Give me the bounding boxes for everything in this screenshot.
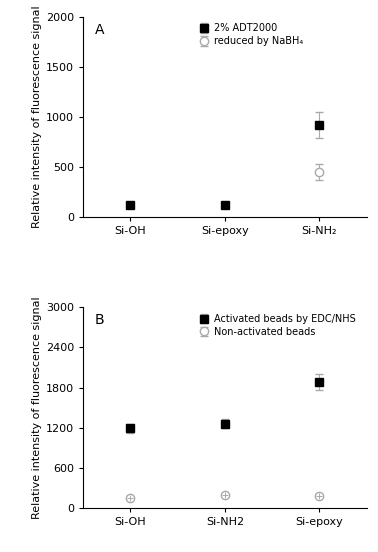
- Legend: Activated beads by EDC/NHS, Non-activated beads: Activated beads by EDC/NHS, Non-activate…: [196, 312, 358, 339]
- Y-axis label: Relative intensity of fluorescence signal: Relative intensity of fluorescence signa…: [32, 6, 42, 228]
- Text: A: A: [94, 23, 104, 36]
- Legend: 2% ADT2000, reduced by NaBH₄: 2% ADT2000, reduced by NaBH₄: [196, 22, 305, 48]
- Y-axis label: Relative intensity of fluorescence signal: Relative intensity of fluorescence signa…: [32, 296, 42, 519]
- Text: B: B: [94, 314, 104, 327]
